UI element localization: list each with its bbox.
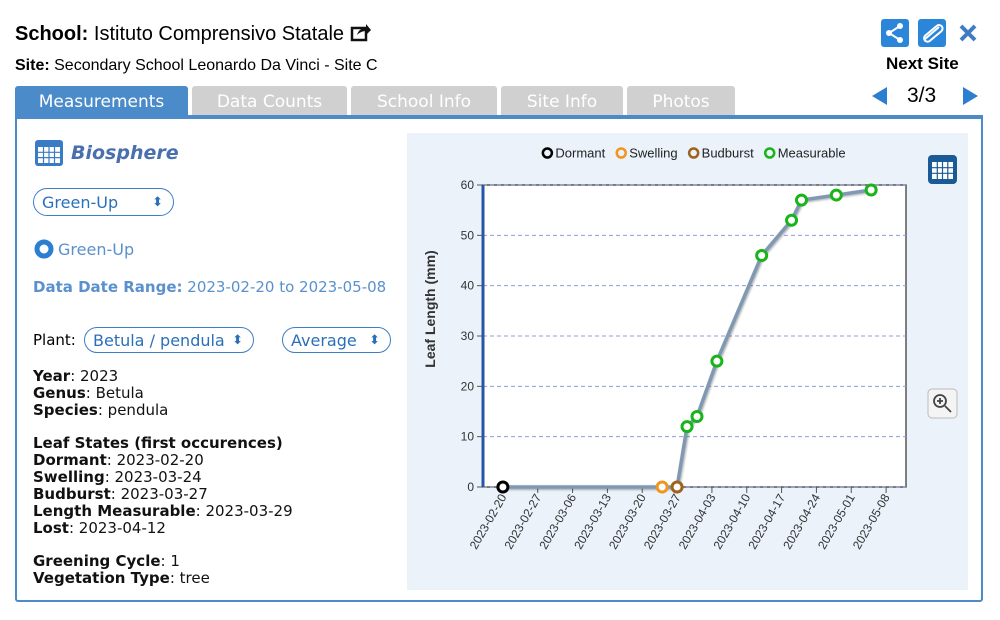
radio-label: Green-Up	[58, 240, 135, 259]
plant-label: Plant:	[33, 331, 76, 349]
data-point	[794, 193, 808, 207]
site-label: Site:	[15, 57, 50, 74]
data-point	[680, 420, 694, 434]
info-value: : pendula	[97, 401, 169, 419]
pager-arrows	[872, 87, 978, 105]
data-point	[785, 213, 799, 227]
tab[interactable]: Site Info	[501, 86, 623, 116]
legend: Dormant Swelling Budburst Measurable	[541, 146, 846, 161]
school-name: Istituto Comprensivo Statale	[93, 23, 345, 45]
date-range-value: 2023-02-20 to 2023-05-08	[187, 278, 387, 296]
header-icons	[881, 19, 977, 47]
info-row: Dormant: 2023-02-20	[33, 452, 293, 469]
legend-label: Budburst	[702, 146, 754, 161]
site-name: Secondary School Leonardo Da Vinci - Sit…	[54, 57, 378, 74]
school-line: School: Istituto Comprensivo Statale	[15, 22, 372, 46]
legend-marker	[763, 147, 776, 159]
table-view-button[interactable]	[928, 155, 957, 184]
info-value: : tree	[169, 569, 210, 587]
y-tick-label: 50	[461, 228, 475, 242]
info-value: : 2023-03-29	[195, 502, 293, 520]
phase-select[interactable]: Green-Up	[33, 188, 174, 217]
site-line: Site: Secondary School Leonardo Da Vinci…	[15, 57, 378, 75]
info-label: Vegetation Type	[33, 569, 170, 587]
plant-info: Year: 2023 Genus: Betula Species: pendula	[33, 368, 168, 419]
info-value: : 2023-03-27	[110, 485, 208, 503]
info-row: Swelling: 2023-03-24	[33, 469, 293, 486]
cycle-info: Greening Cycle: 1 Vegetation Type: tree	[33, 553, 210, 587]
link-button[interactable]	[918, 19, 946, 47]
info-row: Species: pendula	[33, 402, 168, 419]
data-point	[864, 183, 878, 197]
leaf-states: Leaf States (first occurences) Dormant: 2…	[33, 435, 293, 537]
share-button[interactable]	[881, 19, 909, 47]
table-icon	[35, 140, 63, 166]
data-point	[690, 410, 704, 424]
info-value: : 2023-02-20	[106, 451, 204, 469]
y-tick-label: 60	[461, 178, 475, 192]
panel	[15, 115, 983, 602]
info-row: Genus: Betula	[33, 385, 168, 402]
plant-select[interactable]: Betula / pendula	[84, 327, 254, 354]
states-heading: Leaf States (first occurences)	[33, 434, 283, 452]
info-value: : 2023-03-24	[104, 468, 202, 486]
pager: 3/3	[907, 84, 937, 107]
y-tick-label: 0	[467, 480, 474, 494]
info-label: Year	[33, 367, 71, 385]
data-point	[655, 480, 669, 494]
info-row: Year: 2023	[33, 368, 168, 385]
data-point	[710, 354, 724, 368]
data-point	[755, 248, 769, 262]
info-row: Greening Cycle: 1	[33, 553, 210, 570]
prev-site[interactable]	[872, 87, 887, 105]
tab[interactable]: Photos	[627, 86, 735, 116]
tab[interactable]: Data Counts	[192, 86, 347, 116]
info-row: Vegetation Type: tree	[33, 570, 210, 587]
info-label: Lost	[33, 519, 69, 537]
info-row: Length Measurable: 2023-03-29	[33, 503, 293, 520]
date-range-label: Data Date Range:	[33, 278, 183, 296]
info-label: Species	[33, 401, 98, 419]
legend-marker	[541, 147, 554, 159]
external-link-icon[interactable]	[350, 22, 372, 42]
next-site: Next Site	[886, 54, 959, 73]
info-value: : 2023-04-12	[68, 519, 166, 537]
next-site-arrow[interactable]	[963, 87, 978, 105]
info-value: : 2023	[70, 367, 119, 385]
data-point	[829, 188, 843, 202]
info-label: Length Measurable	[33, 502, 196, 520]
close-button[interactable]	[959, 24, 977, 42]
legend-label: Swelling	[629, 146, 677, 161]
tab[interactable]: Measurements	[15, 86, 188, 116]
info-label: Swelling	[33, 468, 105, 486]
info-value: : 1	[160, 552, 180, 570]
tab[interactable]: School Info	[351, 86, 497, 116]
info-label: Genus	[33, 384, 86, 402]
legend-marker	[687, 147, 700, 159]
zoom-button[interactable]	[927, 388, 958, 419]
legend-marker	[615, 147, 627, 159]
data-point	[670, 480, 684, 494]
data-point	[496, 480, 510, 494]
info-label: Greening Cycle	[33, 552, 161, 570]
info-label: Dormant	[33, 451, 107, 469]
y-tick-label: 40	[461, 279, 475, 293]
y-tick-label: 20	[461, 379, 475, 393]
y-tick-label: 10	[461, 430, 475, 444]
info-row: Budburst: 2023-03-27	[33, 486, 293, 503]
aggregate-select[interactable]: Average	[282, 327, 391, 354]
info-row: Lost: 2023-04-12	[33, 520, 293, 537]
radio[interactable]	[34, 239, 54, 259]
legend-label: Measurable	[778, 146, 846, 161]
date-range: Data Date Range: 2023-02-20 to 2023-05-0…	[33, 278, 386, 296]
panel-title: Biosphere	[71, 142, 179, 164]
info-value: : Betula	[85, 384, 144, 402]
info-label: Budburst	[33, 485, 111, 503]
school-label: School:	[15, 23, 89, 45]
chart: Leaf Length (mm) 01020304050602023-02-20…	[407, 133, 968, 590]
y-axis-label: Leaf Length (mm)	[422, 250, 438, 367]
legend-label: Dormant	[555, 146, 605, 161]
y-tick-label: 30	[461, 329, 475, 343]
